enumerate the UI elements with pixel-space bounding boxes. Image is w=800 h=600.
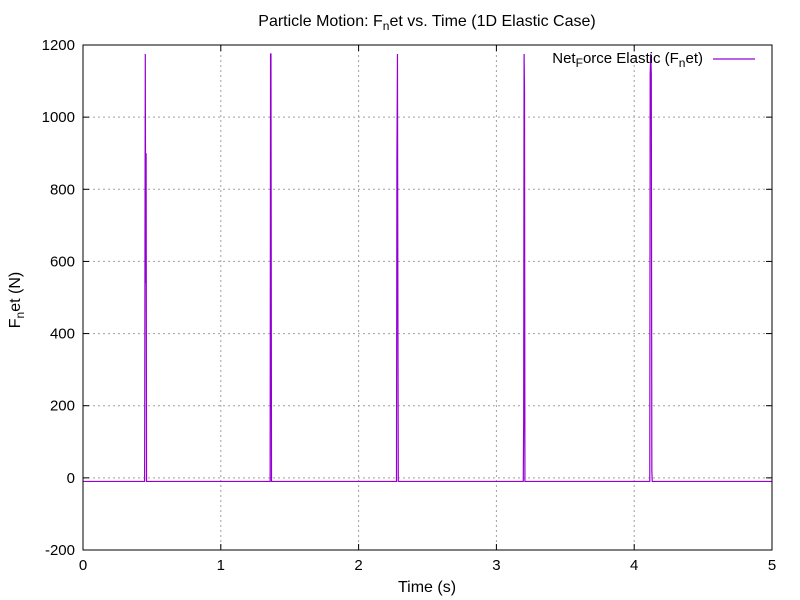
y-tick-label: -200 bbox=[45, 542, 75, 559]
legend: NetForce Elastic (Fnet) bbox=[552, 50, 755, 70]
x-tick-label: 1 bbox=[217, 557, 225, 574]
y-axis-label: Fnet (N) bbox=[7, 272, 27, 328]
legend-label: NetForce Elastic (Fnet) bbox=[552, 50, 703, 70]
chart-title: Particle Motion: Fnet vs. Time (1D Elast… bbox=[258, 13, 595, 33]
x-tick-label: 0 bbox=[79, 557, 87, 574]
y-tick-label: 1200 bbox=[42, 37, 75, 54]
y-tick-label: 0 bbox=[67, 470, 75, 487]
chart-title-subscript: n bbox=[383, 19, 390, 33]
y-tick-label: 800 bbox=[50, 181, 75, 198]
series-line bbox=[83, 53, 772, 483]
x-tick-label: 4 bbox=[630, 557, 638, 574]
y-axis-label-subscript: n bbox=[13, 312, 27, 319]
y-tick-label: 400 bbox=[50, 326, 75, 343]
y-tick-label: 600 bbox=[50, 253, 75, 270]
series-group bbox=[83, 53, 772, 483]
plot-frame bbox=[82, 44, 773, 551]
x-tick-label: 2 bbox=[354, 557, 362, 574]
y-tick-label: 200 bbox=[50, 398, 75, 415]
x-tick-label: 3 bbox=[492, 557, 500, 574]
x-axis-label: Time (s) bbox=[398, 579, 456, 596]
y-tick-label: 1000 bbox=[42, 109, 75, 126]
x-tick-label: 5 bbox=[768, 557, 776, 574]
grid bbox=[83, 45, 772, 550]
